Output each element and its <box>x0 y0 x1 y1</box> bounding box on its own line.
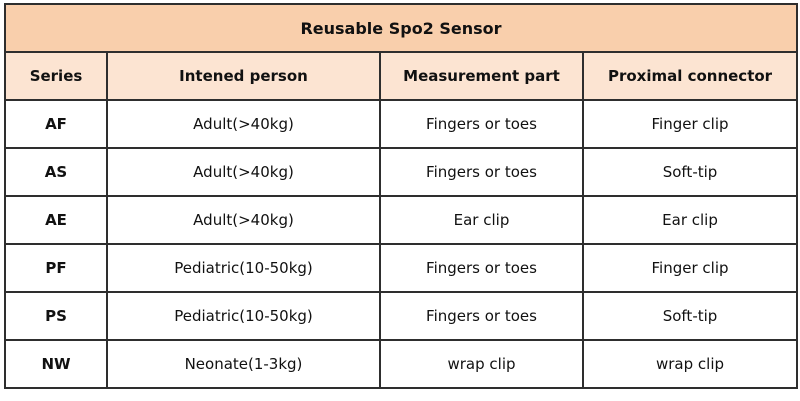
table-row: PS Pediatric(10-50kg) Fingers or toes Soft-… <box>4 291 799 341</box>
cell-series: AF <box>4 99 108 149</box>
cell-measurement-part: Fingers or toes <box>379 99 584 149</box>
table-row: PF Pediatric(10-50kg) Fingers or toes Finge… <box>4 243 799 293</box>
cell-intended-person: Adult(>40kg) <box>106 99 381 149</box>
table-row: AE Adult(>40kg) Ear clip Ear clip <box>4 195 799 245</box>
header-series: Series <box>4 51 108 101</box>
table-title: Reusable Spo2 Sensor <box>3 3 799 53</box>
header-proximal-connector: Proximal connector <box>581 51 799 101</box>
cell-series: PS <box>4 291 108 341</box>
cell-measurement-part: wrap clip <box>379 339 584 389</box>
cell-series: NW <box>4 339 108 389</box>
cell-proximal-connector: Ear clip <box>581 195 799 245</box>
header-measurement-part: Measurement part <box>379 51 584 101</box>
cell-proximal-connector: Soft-tip <box>581 291 799 341</box>
cell-intended-person: Neonate(1-3kg) <box>106 339 381 389</box>
cell-proximal-connector: Finger clip <box>581 243 799 293</box>
header-intended-person: Intened person <box>106 51 381 101</box>
cell-measurement-part: Fingers or toes <box>379 291 584 341</box>
title-row: Reusable Spo2 Sensor <box>3 3 799 53</box>
cell-measurement-part: Ear clip <box>379 195 584 245</box>
table-row: AF Adult(>40kg) Fingers or toes Finger clip <box>4 99 799 149</box>
spo2-sensor-table: Reusable Spo2 Sensor Series Intened pers… <box>3 3 799 389</box>
cell-series: AE <box>4 195 108 245</box>
table-row: NW Neonate(1-3kg) wrap clip wrap clip <box>4 339 799 389</box>
cell-series: AS <box>4 147 108 197</box>
cell-proximal-connector: Finger clip <box>581 99 799 149</box>
cell-measurement-part: Fingers or toes <box>379 243 584 293</box>
cell-intended-person: Adult(>40kg) <box>106 195 381 245</box>
cell-proximal-connector: Soft-tip <box>581 147 799 197</box>
cell-series: PF <box>4 243 108 293</box>
cell-intended-person: Pediatric(10-50kg) <box>106 243 381 293</box>
cell-proximal-connector: wrap clip <box>581 339 799 389</box>
cell-intended-person: Pediatric(10-50kg) <box>106 291 381 341</box>
table-row: AS Adult(>40kg) Fingers or toes Soft-tip <box>4 147 799 197</box>
header-row: Series Intened person Measurement part P… <box>4 51 799 101</box>
cell-intended-person: Adult(>40kg) <box>106 147 381 197</box>
cell-measurement-part: Fingers or toes <box>379 147 584 197</box>
